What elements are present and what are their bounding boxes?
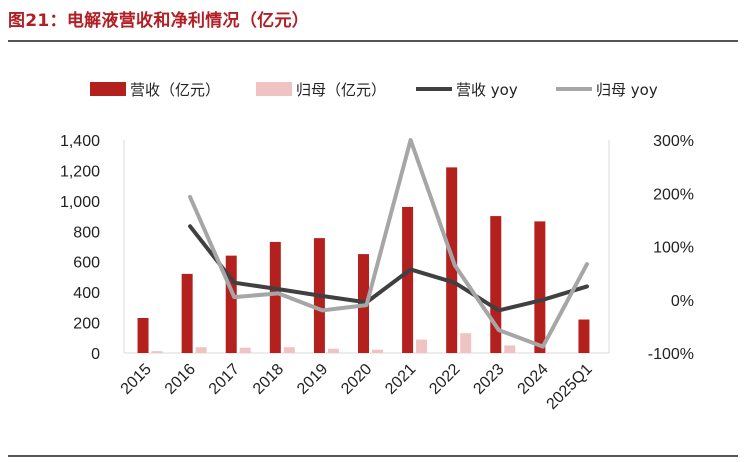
left-tick-label: 200: [73, 316, 100, 333]
revenue-bar: [402, 206, 414, 353]
bars: [137, 167, 590, 353]
right-tick-label: 200%: [653, 186, 694, 203]
profit-bar: [151, 351, 163, 353]
legend-swatch: [256, 82, 292, 96]
revenue-bar: [137, 318, 149, 353]
profit-bar: [460, 333, 472, 353]
x-tick-label: 2017: [206, 361, 243, 398]
revenue-yoy-line: [188, 224, 589, 313]
legend: 营收（亿元） 归母（亿元） 营收 yoy 归母 yoy: [90, 81, 658, 99]
profit-bar: [416, 339, 428, 353]
legend-item: 归母（亿元）: [256, 81, 386, 99]
left-tick-label: 1,400: [60, 133, 100, 150]
revenue-bar: [534, 221, 546, 353]
left-tick-label: 1,200: [60, 163, 100, 180]
profit-bar: [239, 347, 251, 353]
legend-item: 归母 yoy: [556, 81, 658, 99]
profit-bar: [327, 348, 339, 353]
legend-label: 归母（亿元）: [296, 81, 386, 99]
x-tick-label: 2016: [162, 361, 199, 398]
left-tick-label: 800: [73, 224, 100, 241]
right-tick-label: 0%: [671, 293, 694, 310]
right-tick-label: 300%: [653, 133, 694, 150]
x-tick-label: 2020: [338, 361, 375, 398]
legend-label: 营收（亿元）: [130, 81, 220, 99]
left-tick-label: 400: [73, 285, 100, 302]
revenue-bar: [578, 319, 590, 353]
x-tick-label: 2023: [470, 361, 507, 398]
bottom-rule: [8, 455, 738, 457]
right-axis-ticks: -100% 0% 100% 200% 300%: [648, 133, 694, 363]
profit-bar: [195, 347, 207, 353]
profit-bar: [372, 349, 383, 353]
right-tick-label: 100%: [653, 240, 694, 257]
x-tick-label: 2025Q1: [544, 361, 596, 413]
x-tick-label: 2019: [294, 361, 331, 398]
legend-label: 营收 yoy: [456, 81, 518, 99]
revenue-bar: [181, 273, 193, 353]
x-tick-label: 2024: [515, 361, 552, 398]
top-rule: [8, 40, 738, 42]
profit-bar: [283, 347, 295, 353]
legend-item: 营收（亿元）: [90, 81, 220, 99]
left-tick-label: 600: [73, 255, 100, 272]
x-tick-label: 2018: [250, 361, 287, 398]
legend-item: 营收 yoy: [416, 81, 518, 99]
revenue-bar: [269, 241, 281, 353]
revenue-bar: [225, 255, 237, 353]
x-axis-ticks: 2015 2016 2017 2018 2019 2020 2021 2022 2023 2024…: [118, 361, 596, 413]
revenue-bar: [490, 216, 502, 353]
profit-bar: [504, 345, 516, 353]
left-tick-label: 1,000: [60, 194, 100, 211]
x-tick-label: 2015: [118, 361, 155, 398]
x-tick-label: 2021: [382, 361, 419, 398]
lines: [188, 138, 589, 349]
legend-label: 归母 yoy: [596, 81, 658, 99]
x-tick-label: 2022: [426, 361, 463, 398]
right-tick-label: -100%: [648, 346, 694, 363]
figure-title: 图21：电解液营收和净利情况（亿元）: [8, 11, 310, 31]
profit-yoy-line: [188, 138, 589, 349]
legend-swatch: [90, 82, 126, 96]
left-axis-ticks: 0 200 400 600 800 1,000 1,200 1,400: [60, 133, 100, 363]
left-tick-label: 0: [91, 346, 100, 363]
